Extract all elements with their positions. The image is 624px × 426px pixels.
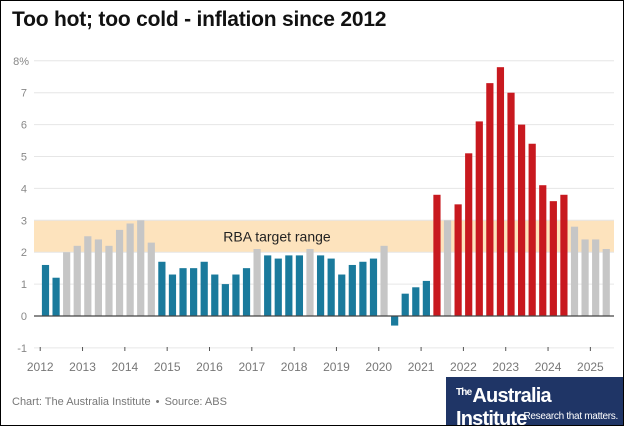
chart-title: Too hot; too cold - inflation since 2012 (12, 8, 387, 31)
y-tick-label: 4 (21, 183, 27, 195)
chart-footer: Chart: The Australia Institute • Source:… (12, 396, 227, 408)
bar (115, 229, 124, 316)
bar (190, 268, 198, 316)
bar (63, 252, 71, 316)
y-tick-label: -1 (17, 343, 27, 355)
bar (211, 274, 219, 316)
bar (285, 255, 293, 316)
y-tick-label: 1 (21, 279, 27, 291)
bar (126, 223, 134, 316)
bar (570, 226, 579, 316)
bar (327, 258, 335, 316)
bar (475, 121, 483, 316)
bar (274, 258, 282, 316)
separator: • (155, 396, 160, 408)
x-tick-label: 2013 (69, 360, 96, 374)
bar (84, 236, 92, 316)
bar (454, 204, 462, 316)
bar (539, 185, 547, 316)
logo-tagline: Research that matters. (523, 411, 618, 422)
x-tick-label: 2020 (365, 360, 392, 374)
bar (137, 220, 145, 316)
y-tick-label: 3 (21, 215, 27, 227)
x-tick-label: 2016 (196, 360, 223, 374)
bar (168, 274, 177, 316)
bar (602, 249, 610, 316)
bar (295, 255, 304, 316)
bar (147, 242, 155, 316)
bar (592, 239, 600, 316)
bar (581, 239, 589, 316)
bar (369, 258, 378, 316)
bar (518, 124, 526, 316)
bar (433, 194, 441, 316)
bar (94, 239, 102, 316)
x-tick-label: 2021 (408, 360, 435, 374)
x-tick-label: 2012 (27, 360, 54, 374)
y-tick-label: 0 (21, 311, 27, 323)
y-tick-label: 6 (21, 120, 27, 132)
x-tick-label: 2015 (154, 360, 181, 374)
band-label: RBA target range (223, 228, 331, 244)
bar (422, 280, 430, 316)
bar (253, 249, 261, 316)
chart-source: Source: ABS (164, 396, 227, 408)
bar (306, 249, 314, 316)
x-tick-label: 2017 (238, 360, 265, 374)
x-tick-label: 2025 (577, 360, 604, 374)
bar (412, 287, 420, 316)
bar (465, 153, 473, 316)
bar (359, 261, 367, 316)
bar (507, 92, 515, 316)
x-tick-label: 2024 (535, 360, 562, 374)
bar (549, 201, 557, 316)
bar (380, 245, 388, 316)
x-tick-label: 2018 (281, 360, 308, 374)
bar (158, 261, 166, 316)
bar (348, 264, 356, 316)
bar (52, 277, 60, 316)
bar (496, 67, 505, 317)
y-tick-label: 2 (21, 247, 27, 259)
logo-the: The (456, 387, 472, 398)
bar (73, 245, 81, 316)
x-tick-label: 2023 (492, 360, 519, 374)
x-tick-label: 2022 (450, 360, 477, 374)
bar (560, 194, 568, 316)
bar (41, 264, 50, 316)
x-tick-label: 2019 (323, 360, 350, 374)
chart-credit: Chart: The Australia Institute (12, 396, 151, 408)
bar (200, 261, 208, 316)
australia-institute-logo: TheAustralia Institute Research that mat… (446, 377, 623, 426)
bar (221, 284, 229, 316)
bar (443, 220, 452, 316)
logo-name: Australia Institute (456, 385, 552, 426)
bar (232, 274, 240, 316)
bar (528, 143, 536, 316)
bar (316, 255, 325, 316)
bar (338, 274, 346, 316)
y-tick-label: 8% (13, 56, 29, 68)
bar (105, 245, 113, 316)
bar (486, 83, 494, 316)
y-tick-label: 7 (21, 88, 27, 100)
bar (391, 316, 399, 326)
x-tick-label: 2014 (111, 360, 138, 374)
bar (179, 268, 187, 316)
y-tick-label: 5 (21, 152, 27, 164)
bar (264, 255, 272, 316)
bar (401, 293, 409, 316)
bar (242, 268, 251, 316)
